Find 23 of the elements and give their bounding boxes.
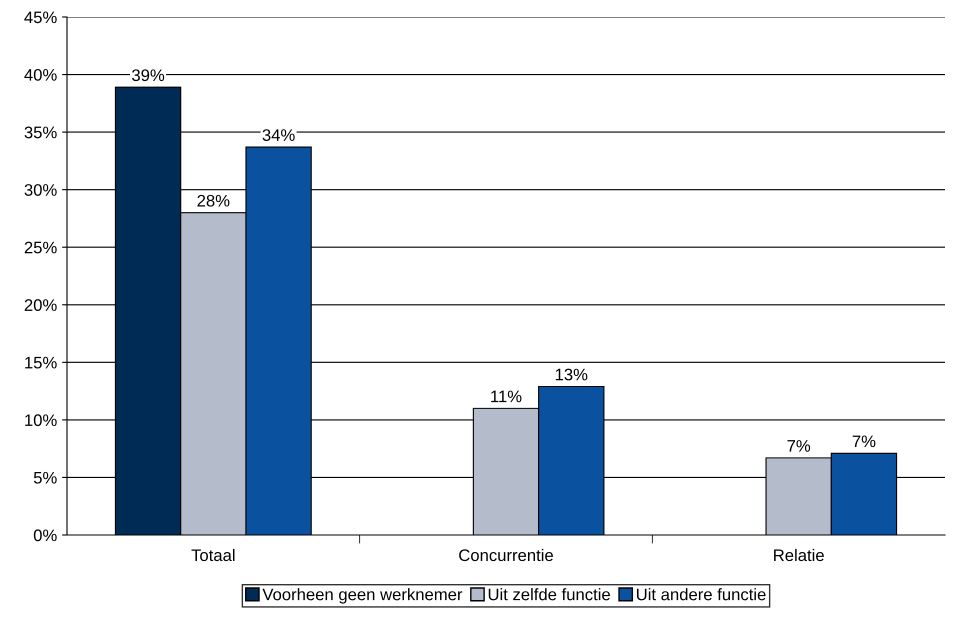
data-label: 7% (787, 440, 810, 452)
data-label: 13% (556, 368, 588, 380)
y-tick-label: 25% (24, 242, 57, 254)
data-label: 7% (852, 435, 876, 448)
y-tick-label: 35% (24, 126, 57, 138)
data-label: 34% (262, 129, 295, 142)
legend-label: Uit zelfde functie (488, 588, 610, 600)
y-tick-label: 10% (25, 414, 57, 426)
y-tick-label: 20% (24, 299, 57, 311)
legend-label: Uit andere functie (636, 588, 766, 600)
y-tick-label: 15% (25, 356, 57, 369)
y-tick-label: 45% (24, 11, 57, 24)
y-tick-label: 30% (24, 184, 57, 196)
y-tick-label: 5% (34, 472, 57, 484)
y-tick-label: 40% (24, 68, 57, 81)
data-label: 11% (491, 390, 522, 402)
data-label: 28% (197, 194, 230, 207)
x-tick-label: Concurrentie (459, 548, 553, 562)
x-tick-label: Totaal (191, 548, 234, 562)
x-tick-label: Relatie (774, 548, 824, 562)
legend-label: Voorheen geen werknemer (262, 588, 462, 604)
data-label: 39% (132, 69, 164, 82)
y-tick-label: 0% (34, 529, 57, 542)
